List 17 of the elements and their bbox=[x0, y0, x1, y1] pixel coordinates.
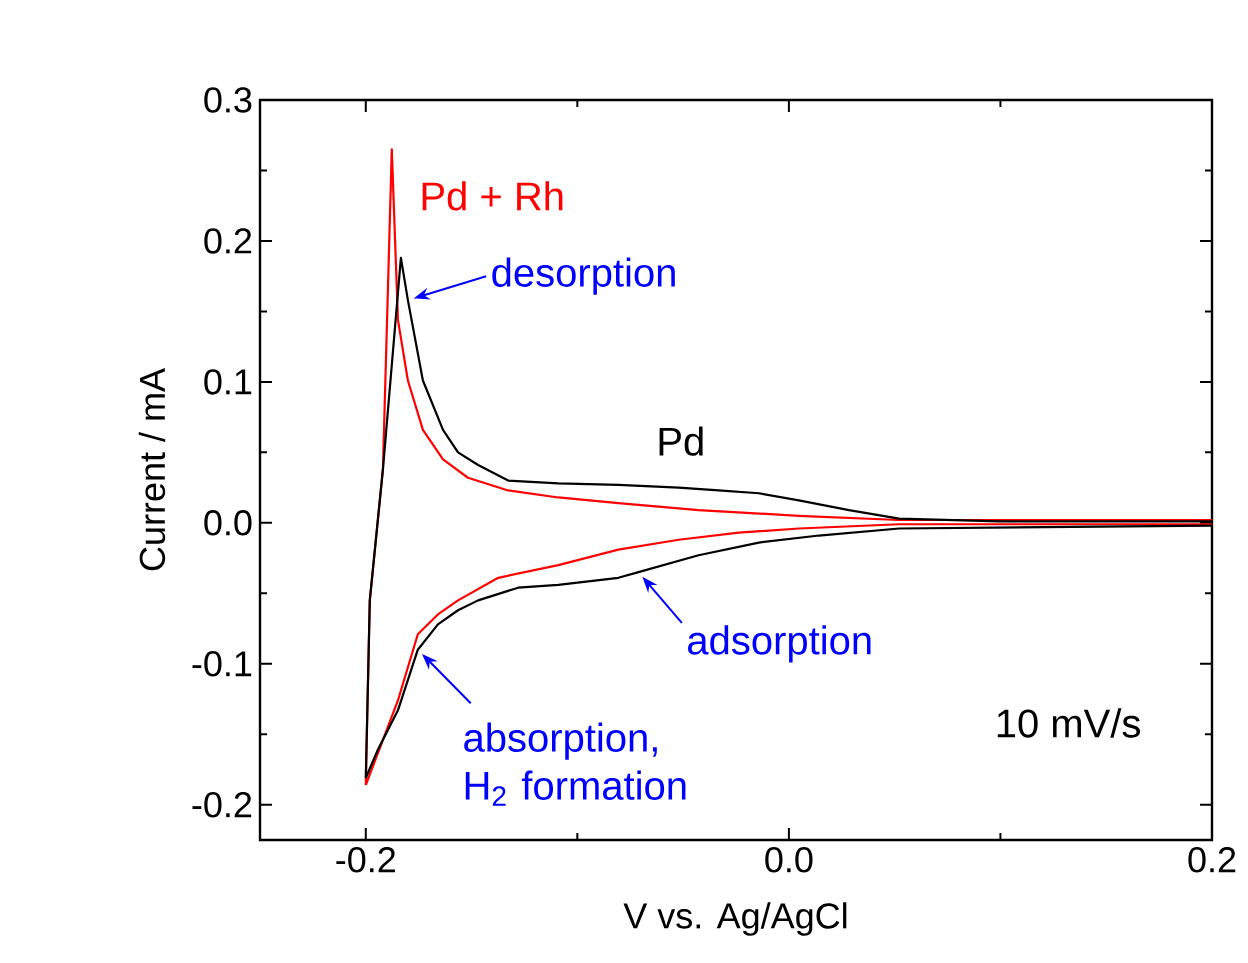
x-tick-label: 0.0 bbox=[765, 847, 813, 873]
x-tick-label: 0.2 bbox=[1188, 847, 1236, 873]
series-label: Pd + Rh bbox=[422, 181, 563, 211]
y-tick-label: 0.3 bbox=[204, 87, 252, 113]
series-label: Pd bbox=[659, 426, 703, 456]
annotation: 10 mV/s bbox=[997, 708, 1140, 738]
y-tick-label: -0.2 bbox=[192, 791, 252, 818]
y-tick-label: 0.2 bbox=[204, 228, 252, 254]
x-tick-label: -0.2 bbox=[336, 847, 395, 873]
annotation: adsorption bbox=[688, 625, 871, 663]
y-tick-label: 0.0 bbox=[204, 510, 252, 536]
y-tick-label: -0.1 bbox=[192, 651, 252, 677]
x-axis-title: V vs. Ag/AgCl bbox=[623, 902, 847, 936]
annotation: absorption, H$_{2}$ formation bbox=[464, 722, 686, 806]
annotation: desorption bbox=[492, 257, 675, 295]
y-tick-label: 0.1 bbox=[204, 369, 252, 395]
y-axis-title: Current / mA bbox=[138, 368, 166, 571]
